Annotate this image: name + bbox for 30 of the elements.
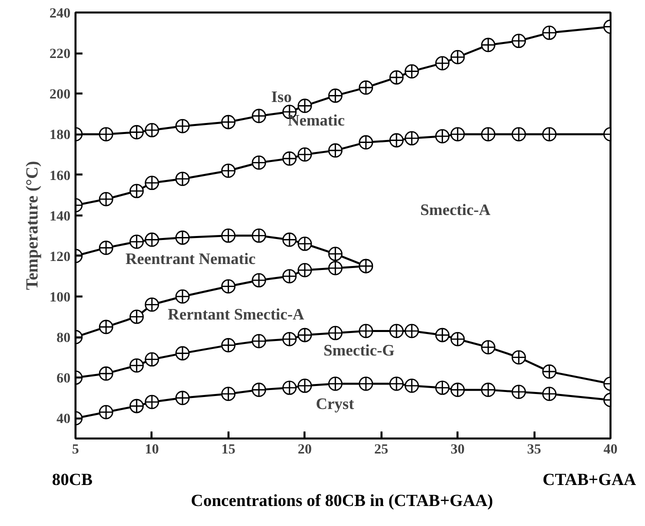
x-tick-label: 15 bbox=[221, 442, 236, 458]
y-axis-title: Temperature (°C) bbox=[22, 160, 42, 290]
x-axis-title: Concentrations of 80CB in (CTAB+GAA) bbox=[190, 490, 494, 512]
annotation: Iso bbox=[271, 89, 292, 106]
y-tick-label: 100 bbox=[50, 290, 70, 306]
x-tick-label: 40 bbox=[604, 442, 618, 458]
annotation: Reentrant Nematic bbox=[125, 251, 256, 268]
y-tick-label: 40 bbox=[56, 412, 70, 428]
x-tick-label: 30 bbox=[450, 442, 465, 458]
y-tick-label: 60 bbox=[56, 372, 70, 387]
y-tick-label: 140 bbox=[50, 209, 70, 224]
annotation: Cryst bbox=[316, 396, 355, 413]
y-tick-label: 80 bbox=[56, 331, 70, 346]
annotation: Smectic-G bbox=[324, 342, 396, 360]
x-tick-label: 25 bbox=[374, 442, 388, 458]
y-tick-label: 120 bbox=[50, 250, 70, 265]
y-tick-label: 240 bbox=[50, 6, 70, 22]
text: 80CB bbox=[52, 469, 93, 491]
x-tick-label: 20 bbox=[298, 442, 312, 458]
y-tick-label: 220 bbox=[50, 47, 70, 62]
text: CTAB+GAA bbox=[542, 469, 636, 491]
annotation: Rerntant Smectic-A bbox=[168, 306, 305, 324]
annotation: Nematic bbox=[288, 112, 345, 130]
x-tick-label: 35 bbox=[527, 442, 542, 458]
y-tick-label: 200 bbox=[50, 88, 70, 103]
y-tick-label: 180 bbox=[50, 128, 70, 144]
y-tick-label: 160 bbox=[50, 168, 70, 184]
x-tick-label: 5 bbox=[72, 442, 79, 458]
annotation: Smectic-A bbox=[420, 202, 491, 220]
x-tick-label: 10 bbox=[144, 442, 159, 458]
